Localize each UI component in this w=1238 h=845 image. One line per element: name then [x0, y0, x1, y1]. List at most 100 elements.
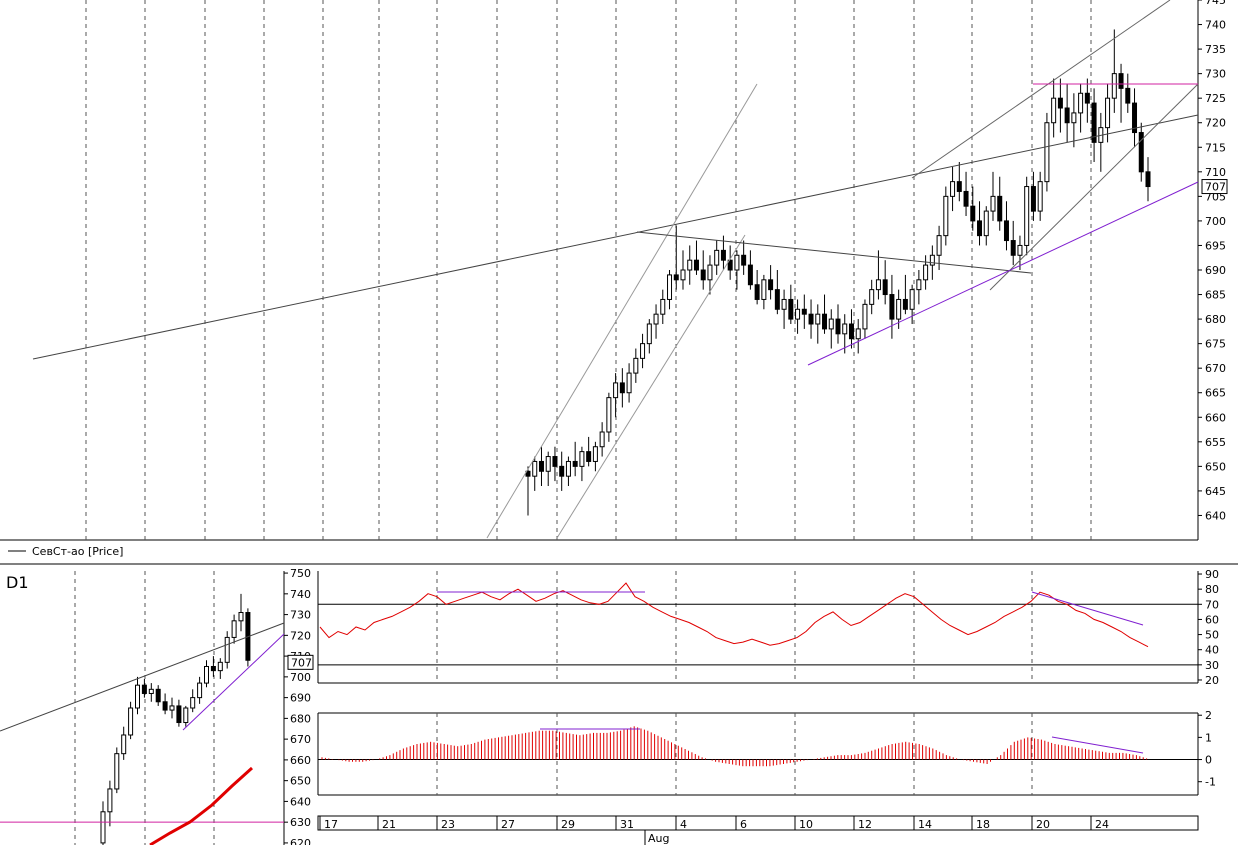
candle-body — [768, 279, 774, 291]
d1-candle-body — [100, 811, 106, 844]
candle-body — [1105, 97, 1111, 129]
main-y-tick-label: 685 — [1205, 289, 1226, 302]
candle-body — [902, 298, 908, 310]
candle-body — [950, 181, 956, 197]
d1-candle-body — [190, 697, 196, 709]
candle-body — [970, 205, 976, 222]
d1-y-tick-label: 730 — [290, 609, 311, 622]
candle-body — [1078, 92, 1084, 114]
last-price-label: 707 — [1205, 181, 1226, 194]
candle-body — [889, 294, 895, 320]
candle-body — [640, 343, 646, 359]
candle-body — [606, 397, 612, 433]
main-y-tick-label: 680 — [1205, 313, 1226, 326]
x-tick-label: 17 — [324, 818, 338, 831]
candle-body — [538, 460, 544, 472]
candle-body — [788, 298, 794, 320]
candle-body — [599, 431, 605, 448]
d1-candle-body — [141, 684, 147, 694]
candle-body — [1084, 92, 1090, 104]
d1-y-tick-label: 720 — [290, 629, 311, 642]
main-y-tick-label: 725 — [1205, 92, 1226, 105]
main-y-tick-label: 745 — [1205, 0, 1226, 7]
candle-body — [633, 357, 639, 374]
candle-body — [983, 210, 989, 237]
candle-body — [923, 264, 929, 281]
main-y-tick-label: 665 — [1205, 387, 1226, 400]
month-label: Aug — [648, 832, 669, 845]
d1-candle-body — [176, 705, 182, 724]
main-y-tick-label: 645 — [1205, 485, 1226, 498]
candle-body — [720, 249, 726, 261]
candle-body — [929, 254, 935, 266]
main-y-tick-label: 660 — [1205, 411, 1226, 424]
candle-body — [916, 279, 922, 291]
candle-body — [1125, 87, 1131, 104]
candle-body — [552, 456, 558, 467]
d1-candle-body — [107, 788, 113, 813]
candle-body — [842, 323, 848, 335]
x-tick-label: 24 — [1095, 818, 1109, 831]
d1-last-price-box — [287, 654, 314, 670]
channel2-upper — [911, 0, 1171, 179]
macd-y-tick-label: 0 — [1205, 754, 1212, 767]
d1-y-tick-label: 630 — [290, 816, 311, 829]
candle-body — [613, 382, 619, 399]
candle-body — [579, 451, 585, 467]
candle-body — [741, 254, 747, 266]
main-y-tick-label: 735 — [1205, 43, 1226, 56]
candle-body — [795, 308, 801, 320]
x-tick-label: 21 — [382, 818, 396, 831]
rsi-y-tick-label: 90 — [1205, 568, 1219, 581]
main-y-tick-label: 670 — [1205, 362, 1226, 375]
candle-body — [801, 308, 807, 315]
rsi-y-tick-label: 20 — [1205, 674, 1219, 687]
d1-candle-body — [217, 661, 223, 672]
d1-candle-body — [204, 665, 209, 684]
candle-body — [626, 372, 632, 394]
candle-body — [990, 195, 996, 212]
candle-body — [592, 446, 598, 462]
candle-body — [1118, 73, 1124, 89]
d1-y-tick-label: 740 — [290, 588, 311, 601]
rsi-y-tick-label: 50 — [1205, 629, 1219, 642]
d1-y-tick-label: 670 — [290, 733, 311, 746]
candle-body — [956, 181, 962, 192]
d1-mini-panel: 6206306406506606706806907007107207307407… — [0, 563, 1238, 845]
d1-candle-body — [128, 707, 134, 736]
candle-body — [525, 470, 531, 477]
candle-body — [848, 323, 854, 340]
candle-body — [572, 460, 578, 467]
candle-body — [835, 318, 841, 335]
candle-body — [559, 465, 565, 477]
candle-body — [896, 298, 902, 320]
d1-moving-average — [149, 766, 254, 845]
candle-body — [815, 313, 821, 325]
x-tick-label: 27 — [501, 818, 515, 831]
candle-body — [1145, 171, 1151, 188]
d1-candle-body — [238, 612, 244, 622]
x-axis-box — [317, 815, 1199, 831]
candle-body — [862, 303, 868, 330]
candle-body — [687, 259, 693, 271]
candle-body — [734, 254, 740, 271]
rsi-y-tick-label: 40 — [1205, 644, 1219, 657]
rsi-y-tick-label: 30 — [1205, 659, 1219, 672]
channel2-lower — [989, 83, 1199, 291]
macd-panel: -1 0 1 2 — [317, 709, 1216, 796]
trendline-resistance — [636, 231, 1032, 274]
x-tick-label: 10 — [799, 818, 813, 831]
macd-y-tick-label: -1 — [1205, 776, 1216, 789]
candle-body — [1064, 107, 1070, 124]
main-y-tick-label: 730 — [1205, 68, 1226, 81]
candle-body — [822, 313, 828, 330]
rsi-series-line — [319, 582, 1149, 648]
d1-y-tick-label: 620 — [290, 837, 311, 845]
candle-body — [673, 274, 679, 281]
main-y-tick-label: 710 — [1205, 166, 1226, 179]
d1-y-tick-label: 700 — [290, 671, 311, 684]
candle-body — [619, 382, 625, 394]
d1-y-tick-label: 690 — [290, 692, 311, 705]
candle-body — [660, 298, 666, 315]
rsi-y-tick-label: 80 — [1205, 583, 1219, 596]
